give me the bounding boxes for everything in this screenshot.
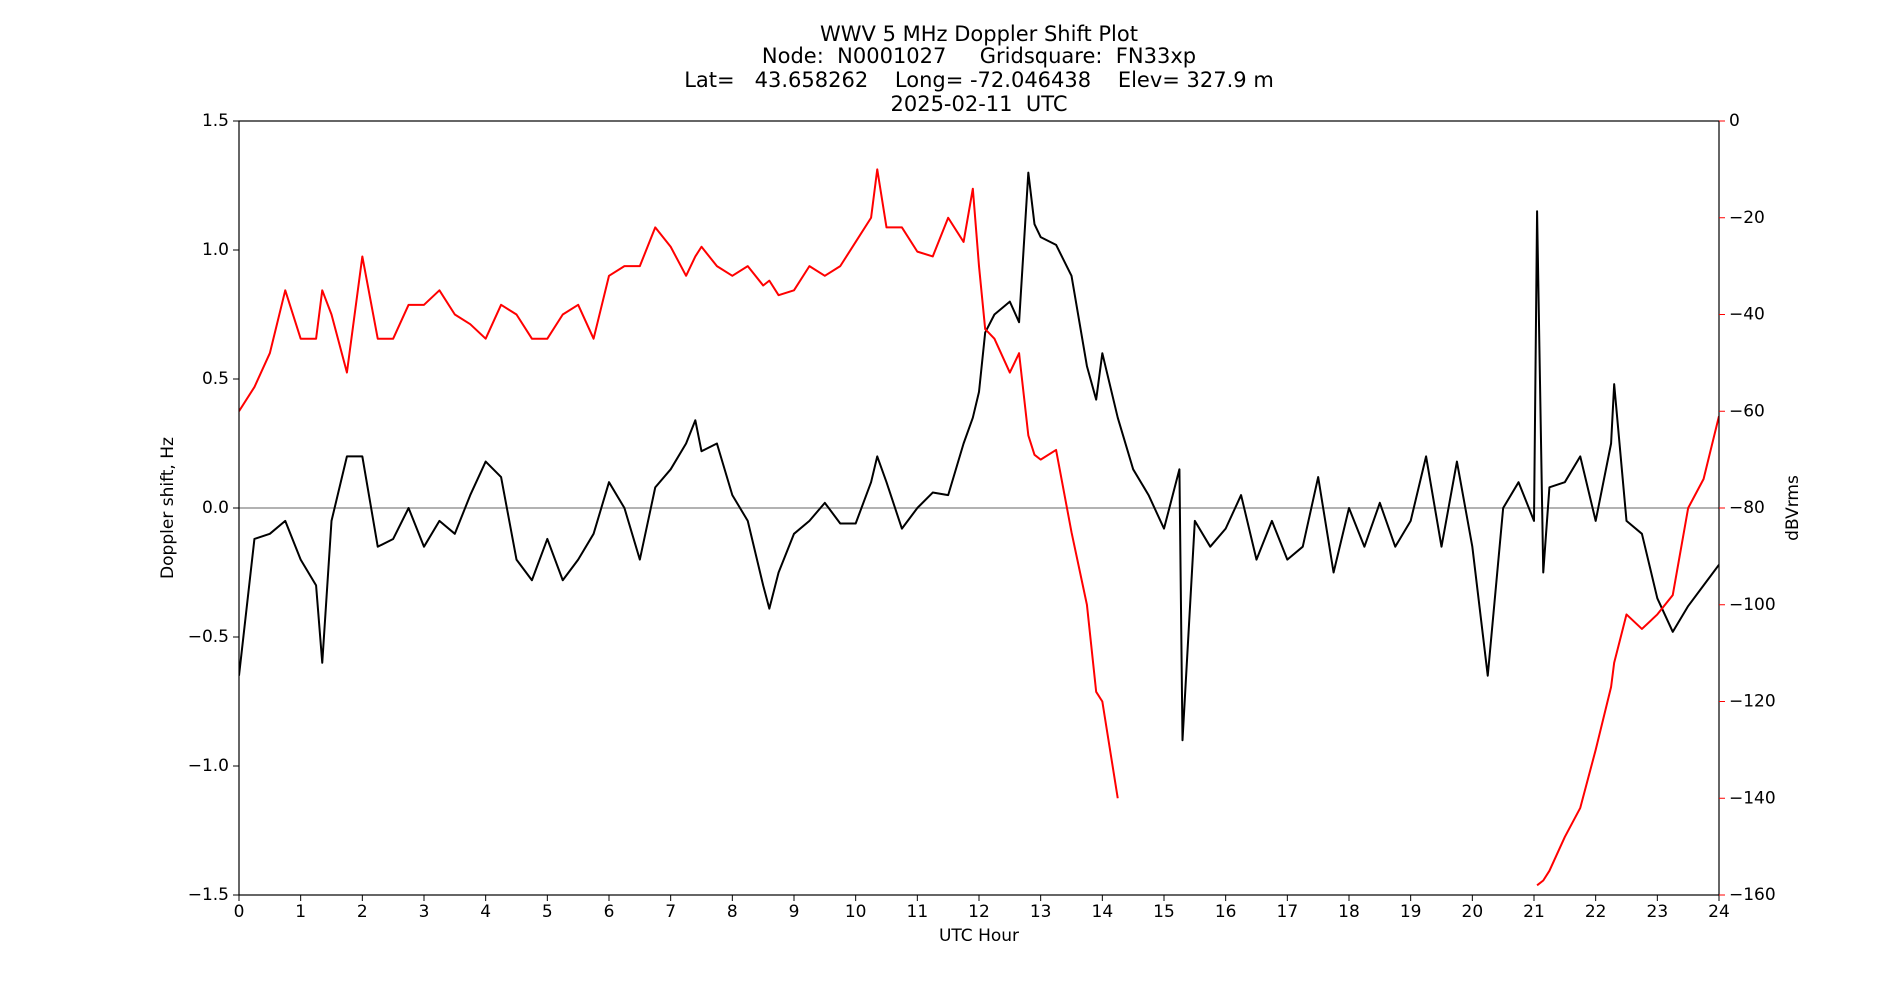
- y2-tick-label: −80: [1729, 498, 1765, 518]
- y2-tick-label: −100: [1729, 595, 1776, 615]
- x-tick-label: 3: [419, 902, 430, 922]
- x-tick-label: 22: [1585, 902, 1607, 922]
- x-tick-label: 10: [845, 902, 867, 922]
- y-tick-label: 1.5: [202, 111, 229, 131]
- x-tick-label: 14: [1092, 902, 1114, 922]
- x-tick-label: 1: [295, 902, 306, 922]
- y-tick-label: −1.0: [188, 756, 229, 776]
- x-tick-label: 24: [1708, 902, 1730, 922]
- chart-subtitle: Lat= 43.658262 Long= -72.046438 Elev= 32…: [684, 68, 1274, 92]
- y2-tick-label: −160: [1729, 885, 1776, 905]
- x-tick-label: 7: [665, 902, 676, 922]
- x-tick-label: 21: [1523, 902, 1545, 922]
- data-line: [239, 171, 1719, 742]
- x-tick-label: 4: [480, 902, 491, 922]
- y2-tick-label: −60: [1729, 401, 1765, 421]
- y2-tick-label: −20: [1729, 208, 1765, 228]
- x-tick-label: 0: [234, 902, 245, 922]
- x-tick-label: 19: [1400, 902, 1422, 922]
- x-tick-label: 11: [907, 902, 929, 922]
- x-tick-label: 15: [1153, 902, 1175, 922]
- x-axis-label: UTC Hour: [939, 926, 1019, 946]
- y2-tick-label: 0: [1729, 111, 1740, 131]
- x-tick-label: 2: [357, 902, 368, 922]
- y-tick-label: −1.5: [188, 885, 229, 905]
- y-tick-label: 0.0: [202, 498, 229, 518]
- chart-subtitle: 2025-02-11 UTC: [890, 92, 1067, 116]
- x-tick-label: 5: [542, 902, 553, 922]
- x-tick-label: 20: [1462, 902, 1484, 922]
- plot-area: [239, 168, 1719, 887]
- y2-tick-label: −120: [1729, 692, 1776, 712]
- x-tick-label: 6: [604, 902, 615, 922]
- y-tick-label: 1.0: [202, 240, 229, 260]
- chart-subtitle: Node: N0001027 Gridsquare: FN33xp: [762, 44, 1196, 68]
- data-line: [239, 168, 1119, 799]
- x-tick-label: 9: [789, 902, 800, 922]
- x-tick-label: 8: [727, 902, 738, 922]
- x-tick-label: 18: [1338, 902, 1360, 922]
- x-tick-label: 16: [1215, 902, 1237, 922]
- data-line: [1536, 415, 1719, 887]
- chart-title: WWV 5 MHz Doppler Shift Plot: [820, 22, 1138, 46]
- x-tick-label: 13: [1030, 902, 1052, 922]
- y2-tick-label: −40: [1729, 305, 1765, 325]
- y2-tick-label: −140: [1729, 788, 1776, 808]
- y-tick-label: −0.5: [188, 627, 229, 647]
- x-tick-label: 12: [968, 902, 990, 922]
- x-tick-label: 23: [1647, 902, 1669, 922]
- y-axis-label: Doppler shift, Hz: [158, 437, 178, 579]
- x-tick-label: 17: [1277, 902, 1299, 922]
- y2-axis-label: dBVrms: [1783, 475, 1803, 541]
- y-tick-label: 0.5: [202, 369, 229, 389]
